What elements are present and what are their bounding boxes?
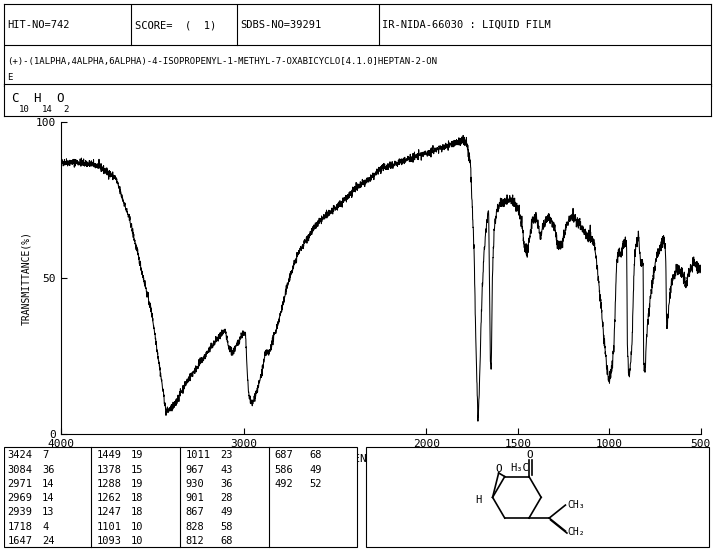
Text: 967: 967: [186, 465, 204, 474]
Bar: [365, 447, 709, 547]
Text: 1101: 1101: [97, 521, 122, 531]
Text: 19: 19: [131, 479, 144, 489]
Bar: [4, 447, 358, 547]
Text: 2: 2: [64, 105, 69, 113]
Text: H: H: [34, 92, 41, 105]
Text: 23: 23: [220, 450, 232, 460]
Text: 36: 36: [220, 479, 232, 489]
Text: 4: 4: [42, 521, 48, 531]
Text: 14: 14: [41, 105, 52, 113]
Text: 14: 14: [42, 479, 54, 489]
Text: 1011: 1011: [186, 450, 211, 460]
Text: E: E: [7, 73, 12, 82]
Text: 812: 812: [186, 536, 204, 546]
Text: 28: 28: [220, 493, 232, 503]
Text: SCORE=  (  1): SCORE= ( 1): [134, 20, 216, 30]
Text: 7: 7: [42, 450, 48, 460]
Y-axis label: TRANSMITTANCE(%): TRANSMITTANCE(%): [21, 231, 31, 325]
Text: O: O: [527, 450, 533, 460]
Text: 24: 24: [42, 536, 54, 546]
Text: 867: 867: [186, 507, 204, 517]
Text: 18: 18: [131, 507, 144, 517]
Text: 58: 58: [220, 521, 232, 531]
Text: 52: 52: [309, 479, 322, 489]
Text: 10: 10: [19, 105, 30, 113]
X-axis label: WAVENUMBER(¯1): WAVENUMBER(¯1): [333, 453, 428, 463]
Text: 828: 828: [186, 521, 204, 531]
Text: 1288: 1288: [97, 479, 122, 489]
Text: 2939: 2939: [8, 507, 33, 517]
Text: 19: 19: [131, 450, 144, 460]
Text: SDBS-NO=39291: SDBS-NO=39291: [241, 20, 322, 30]
Text: 930: 930: [186, 479, 204, 489]
Text: 10: 10: [131, 521, 144, 531]
Text: IR-NIDA-66030 : LIQUID FILM: IR-NIDA-66030 : LIQUID FILM: [383, 20, 551, 30]
Text: 18: 18: [131, 493, 144, 503]
Text: (+)-(1ALPHA,4ALPHA,6ALPHA)-4-ISOPROPENYL-1-METHYL-7-OXABICYCLO[4.1.0]HEPTAN-2-ON: (+)-(1ALPHA,4ALPHA,6ALPHA)-4-ISOPROPENYL…: [7, 56, 437, 66]
Text: 586: 586: [275, 465, 293, 474]
Text: 15: 15: [131, 465, 144, 474]
Text: 68: 68: [309, 450, 322, 460]
Text: 14: 14: [42, 493, 54, 503]
Text: 49: 49: [220, 507, 232, 517]
Text: C: C: [11, 92, 18, 105]
Text: 3424: 3424: [8, 450, 33, 460]
Text: 492: 492: [275, 479, 293, 489]
Text: CH₃: CH₃: [568, 500, 585, 510]
Text: 1262: 1262: [97, 493, 122, 503]
Text: 1449: 1449: [97, 450, 122, 460]
Text: 36: 36: [42, 465, 54, 474]
Text: 2971: 2971: [8, 479, 33, 489]
Text: 2969: 2969: [8, 493, 33, 503]
Text: 687: 687: [275, 450, 293, 460]
Text: 43: 43: [220, 465, 232, 474]
Text: 1247: 1247: [97, 507, 122, 517]
Text: 49: 49: [309, 465, 322, 474]
Text: 3084: 3084: [8, 465, 33, 474]
Text: 1647: 1647: [8, 536, 33, 546]
Text: 1378: 1378: [97, 465, 122, 474]
Text: HIT-NO=742: HIT-NO=742: [7, 20, 69, 30]
Text: 1093: 1093: [97, 536, 122, 546]
Text: H₃C: H₃C: [510, 462, 528, 473]
Text: 901: 901: [186, 493, 204, 503]
Text: H: H: [475, 495, 482, 505]
Text: CH₂: CH₂: [568, 527, 585, 537]
Text: 13: 13: [42, 507, 54, 517]
Text: 68: 68: [220, 536, 232, 546]
Text: O: O: [495, 465, 502, 474]
Text: 10: 10: [131, 536, 144, 546]
Text: 1718: 1718: [8, 521, 33, 531]
Text: O: O: [56, 92, 64, 105]
